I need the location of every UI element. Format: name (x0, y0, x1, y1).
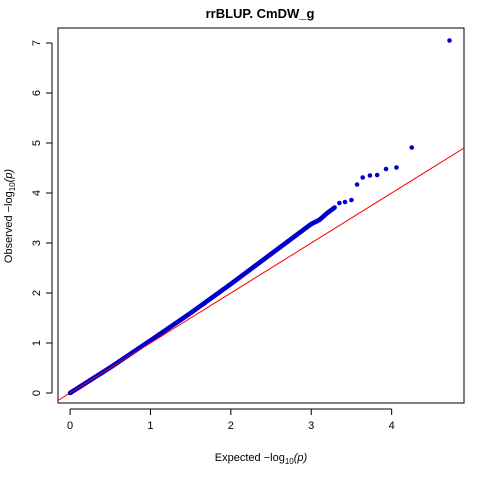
y-tick-label: 5 (31, 140, 43, 146)
x-tick-label: 4 (389, 420, 395, 432)
data-point (409, 145, 415, 150)
data-point (447, 38, 452, 43)
data-point (374, 172, 380, 178)
plot-frame (57, 27, 465, 404)
y-tick-label: 6 (31, 90, 43, 96)
data-point (367, 173, 373, 178)
y-tick-label: 4 (31, 190, 43, 196)
x-axis-label: Expected −log10(p) (215, 452, 308, 466)
data-point (354, 182, 360, 187)
y-axis-label: Observed −log10(p) (3, 169, 17, 264)
data-point (394, 165, 399, 170)
x-tick-label: 2 (228, 420, 234, 432)
chart-title: rrBLUP. CmDW_g (206, 6, 315, 21)
x-tick-label: 1 (147, 420, 153, 432)
data-point (349, 197, 354, 203)
y-tick-label: 7 (31, 40, 43, 46)
x-tick-label: 0 (67, 420, 73, 432)
y-tick-label: 3 (31, 240, 43, 246)
data-point (342, 199, 348, 205)
y-tick-label: 0 (31, 390, 43, 396)
x-tick-label: 3 (308, 420, 314, 432)
data-point (332, 205, 337, 210)
data-point (337, 200, 342, 206)
y-tick-label: 2 (31, 290, 43, 296)
data-point (383, 166, 389, 172)
reference-line-overlay (69, 332, 167, 394)
data-point (360, 175, 366, 180)
y-tick-label: 1 (31, 340, 43, 346)
